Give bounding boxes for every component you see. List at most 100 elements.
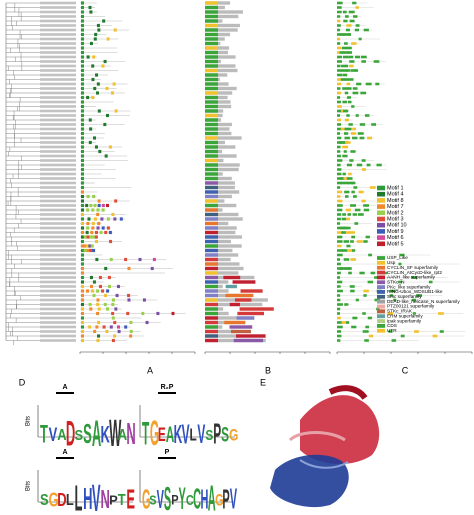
gene-label: [40, 181, 76, 185]
gene-label: [40, 217, 76, 221]
motif: [109, 325, 113, 329]
exon: [351, 181, 356, 185]
exon: [350, 240, 354, 243]
motif: [93, 217, 97, 221]
exon: [337, 330, 342, 333]
exon: [350, 258, 356, 261]
logo-letter: H: [83, 483, 92, 515]
exon: [337, 37, 341, 41]
exon: [353, 15, 358, 18]
legend-swatch: [377, 280, 385, 285]
motif: [119, 217, 123, 221]
motif: [81, 109, 84, 113]
exon: [432, 334, 438, 338]
domain: [205, 113, 218, 118]
exon: [342, 145, 349, 149]
logo-letter: C: [186, 491, 194, 508]
protein-bar: [205, 316, 255, 320]
motif: [89, 41, 93, 46]
logo-letter: L: [66, 492, 74, 509]
motif: [94, 230, 98, 235]
protein-bar: [205, 185, 235, 190]
exon: [376, 307, 380, 311]
motif: [97, 199, 101, 203]
exon: [343, 132, 349, 135]
motif-label: A: [62, 449, 67, 456]
legend-label: AANH_like superfamily: [387, 275, 436, 280]
motif: [81, 298, 84, 302]
motif: [127, 266, 131, 271]
domain: [205, 46, 218, 50]
exon: [337, 222, 341, 225]
exon: [391, 339, 397, 342]
protein-bar: [205, 217, 243, 221]
motif: [91, 64, 95, 68]
gene-label: [40, 244, 76, 248]
motif: [81, 181, 84, 185]
domain: [205, 320, 218, 325]
motif: [81, 257, 84, 262]
exon: [337, 172, 342, 176]
logo-letter: P: [213, 417, 221, 450]
motif: [81, 68, 84, 73]
domain: [205, 307, 218, 311]
logo-letter: G: [150, 413, 159, 453]
exon: [349, 285, 355, 288]
domain: [237, 311, 264, 316]
exon: [360, 91, 367, 95]
motif: [113, 217, 117, 221]
motif: [91, 221, 95, 226]
domain: [205, 50, 218, 55]
gene-label: [40, 6, 76, 9]
logo-letter: S: [221, 423, 229, 446]
gene-label: [40, 163, 76, 167]
motif: [124, 325, 128, 329]
motif: [96, 226, 100, 230]
exon: [352, 87, 358, 90]
exon: [351, 235, 356, 239]
gene-label: [40, 64, 76, 68]
legend-swatch: [377, 191, 385, 197]
exon: [393, 298, 397, 302]
motif: [81, 334, 84, 338]
exon: [346, 24, 352, 27]
motif: [81, 41, 84, 46]
exon: [350, 289, 355, 293]
protein-bar: [205, 334, 241, 338]
gene-label: [40, 199, 76, 203]
exon: [352, 249, 356, 252]
motif: [91, 226, 95, 230]
exon: [375, 82, 380, 86]
exon: [337, 334, 342, 338]
exon: [347, 100, 352, 104]
motif: [96, 82, 100, 86]
domain: [223, 275, 241, 280]
motif: [111, 298, 115, 302]
exon: [337, 24, 341, 27]
exon: [348, 123, 353, 126]
gene-label: [40, 55, 76, 59]
exon: [411, 298, 416, 302]
motif: [88, 140, 92, 145]
logo-letter: V: [197, 420, 205, 450]
gene-label: [40, 42, 76, 45]
exon: [337, 51, 341, 54]
motif: [81, 316, 84, 320]
motif: [86, 95, 90, 100]
exon: [337, 276, 341, 279]
domain: [205, 293, 218, 298]
domain: [205, 185, 218, 190]
domain: [205, 145, 218, 149]
exon: [337, 190, 343, 194]
motif: [86, 194, 90, 199]
motif: [81, 149, 84, 154]
exon: [374, 276, 378, 279]
exon: [347, 87, 352, 90]
logo-letter: P: [109, 492, 118, 507]
gene-label: [40, 294, 76, 297]
exon: [337, 6, 342, 9]
exon: [346, 321, 350, 324]
motif-label: A: [62, 384, 67, 391]
domain: [205, 32, 218, 37]
motif: [96, 338, 100, 343]
